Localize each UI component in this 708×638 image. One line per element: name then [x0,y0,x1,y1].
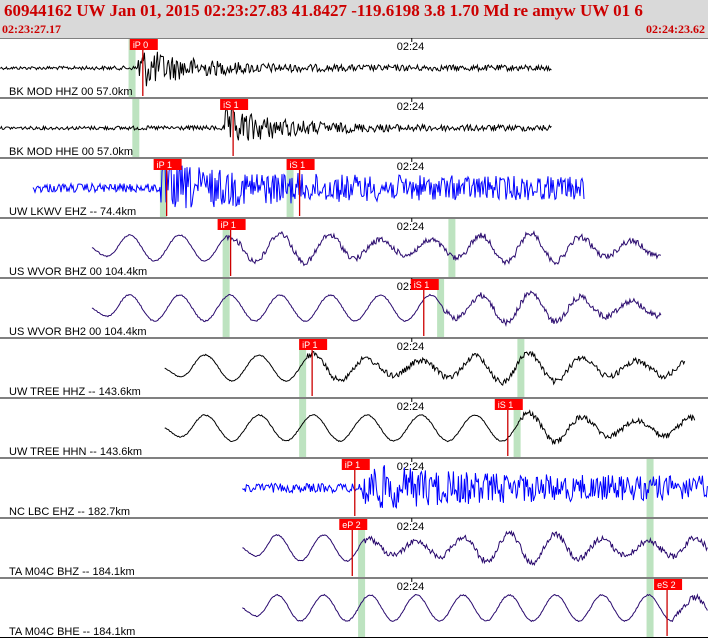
waveform-trace [164,350,686,386]
window-start-time: 02:23:27.17 [2,22,61,36]
minute-tick-label: 02:24 [397,461,425,473]
trace-row: 02:24 eP 2 TA M04C BHZ -- 184.1km [0,517,708,578]
pick-marker [654,579,683,590]
minute-tick-label: 02:24 [397,41,425,53]
pick-window-band [646,519,654,577]
minute-tick-label: 02:24 [397,101,425,113]
pick-label: iS 1 [498,400,514,410]
trace-row: 02:24 iS 1 UW TREE HHN -- 143.6km [0,397,708,458]
waveform-trace [164,409,696,446]
minute-tick-label: 02:24 [397,221,425,233]
pick-label: eS 2 [657,580,676,590]
minute-tick-label: 02:24 [397,521,425,533]
trace-row: 02:24 iP 1 US WVOR BHZ 00 104.4km [0,217,708,278]
pick-window-band [448,219,456,277]
pick-window-band [513,399,521,457]
pick-window-band [646,579,654,637]
channel-label: UW TREE HHZ -- 143.6km [9,386,141,398]
pick-marker [341,459,370,470]
pick-label: iP 1 [345,460,360,470]
pick-marker [153,159,182,170]
waveform-trace [242,465,708,509]
minute-tick-label: 02:24 [397,401,425,413]
pick-marker [339,519,368,530]
channel-label: UW TREE HHN -- 143.6km [9,446,142,458]
trace-row: 02:24 eS 2 TA M04C BHE -- 184.1km [0,577,708,638]
channel-label: BK MOD HHE 00 57.0km [9,146,133,158]
pick-marker [217,219,246,230]
pick-label: iS 1 [290,160,306,170]
waveform-trace [242,593,708,623]
channel-label: BK MOD HHZ 00 57.0km [9,86,132,98]
channel-label: US WVOR BH2 00 104.4km [9,326,147,338]
channel-label: TA M04C BHZ -- 184.1km [9,566,135,578]
waveform-trace [0,107,552,141]
pick-window-band [358,579,366,637]
trace-row: 02:24 iP 1 iS 1 UW LKWV EHZ -- 74.4km [0,157,708,218]
pick-window-band [299,339,307,397]
event-title: 60944162 UW Jan 01, 2015 02:23:27.83 41.… [4,1,643,20]
waveform-trace [242,529,708,566]
pick-label: eP 2 [342,520,360,530]
pick-marker [129,39,158,50]
pick-window-band [222,279,230,337]
trace-row: 02:24 iS 1 BK MOD HHE 00 57.0km [0,97,708,158]
pick-window-band [132,99,140,157]
pick-window-band [358,519,366,577]
pick-window-band [222,219,230,277]
pick-label: iP 0 [133,40,148,50]
pick-label: iP 1 [157,160,172,170]
pick-window-band [159,159,167,217]
window-end-time: 02:24:23.62 [646,22,705,36]
minute-tick-label: 02:24 [397,341,425,353]
channel-label: NC LBC EHZ -- 182.7km [9,506,130,518]
pick-marker [410,279,439,290]
minute-tick-label: 02:24 [397,581,425,593]
seismogram-panel[interactable]: 02:24 iP 0 BK MOD HHZ 00 57.0km 02:24 iS 1 BK… [0,38,708,638]
pick-window-band [128,39,136,97]
waveform-trace [32,163,585,209]
pick-marker [220,99,249,110]
waveform-trace [91,290,662,327]
pick-window-band [299,399,307,457]
channel-label: US WVOR BHZ 00 104.4km [9,266,147,278]
pick-label: iP 1 [302,340,317,350]
minute-tick-label: 02:24 [397,161,425,173]
trace-row: 02:24 iP 1 UW TREE HHZ -- 143.6km [0,337,708,398]
channel-label: UW LKWV EHZ -- 74.4km [9,206,136,218]
waveform-trace [0,51,552,87]
trace-row: 02:24 iP 0 BK MOD HHZ 00 57.0km [0,38,708,98]
pick-label: iP 1 [221,220,236,230]
channel-label: TA M04C BHE -- 184.1km [9,626,135,638]
pick-marker [299,339,328,350]
pick-marker [286,159,315,170]
pick-window-band [646,459,654,517]
pick-marker [494,399,523,410]
pick-window-band [517,339,525,397]
trace-row: 02:24 iP 1 NC LBC EHZ -- 182.7km [0,457,708,518]
pick-window-band [437,279,445,337]
pick-label: iS 1 [223,100,239,110]
waveform-trace [91,230,662,267]
pick-label: iS 1 [414,280,430,290]
event-header: 60944162 UW Jan 01, 2015 02:23:27.83 41.… [0,0,708,38]
